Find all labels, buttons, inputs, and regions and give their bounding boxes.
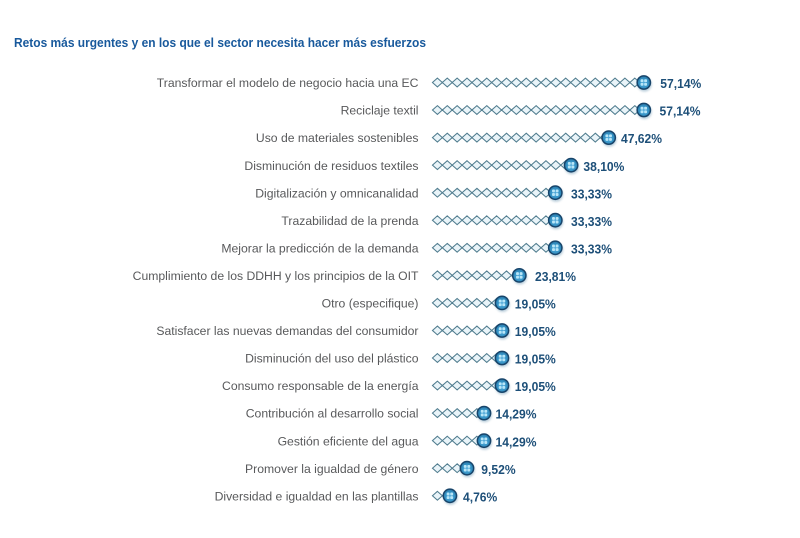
svg-text:57,14%: 57,14% [660,76,701,91]
svg-text:Retos más urgentes y en los qu: Retos más urgentes y en los que el secto… [14,35,426,50]
svg-text:Mejorar la predicción de la de: Mejorar la predicción de la demanda [221,241,418,255]
svg-text:Contribución al desarrollo soc: Contribución al desarrollo social [246,407,419,421]
svg-text:Promover la igualdad de género: Promover la igualdad de género [245,462,419,476]
svg-text:19,05%: 19,05% [515,297,556,312]
svg-text:19,05%: 19,05% [515,352,556,367]
svg-text:38,10%: 38,10% [583,159,624,174]
svg-text:14,29%: 14,29% [496,434,537,449]
svg-text:9,52%: 9,52% [481,462,516,477]
svg-text:33,33%: 33,33% [571,186,612,201]
svg-text:Transformar el modelo de negoc: Transformar el modelo de negocio hacia u… [157,76,419,90]
svg-text:Digitalización y omnicanalidad: Digitalización y omnicanalidad [255,186,418,200]
svg-text:Otro (especifique): Otro (especifique) [322,297,419,311]
svg-text:Consumo responsable de la ener: Consumo responsable de la energía [222,379,419,393]
svg-text:19,05%: 19,05% [515,324,556,339]
svg-text:23,81%: 23,81% [535,269,576,284]
svg-text:14,29%: 14,29% [496,407,537,422]
svg-text:47,62%: 47,62% [621,131,662,146]
svg-text:Disminución del uso del plásti: Disminución del uso del plástico [245,352,419,366]
svg-text:Satisfacer las nuevas demandas: Satisfacer las nuevas demandas del consu… [156,324,418,338]
svg-text:Uso de materiales sostenibles: Uso de materiales sostenibles [256,131,419,145]
svg-text:Diversidad e igualdad en las p: Diversidad e igualdad en las plantillas [215,489,419,503]
svg-text:Disminución de residuos textil: Disminución de residuos textiles [244,159,418,173]
svg-text:Reciclaje textil: Reciclaje textil [341,104,419,118]
svg-text:4,76%: 4,76% [463,489,498,504]
svg-text:57,14%: 57,14% [660,104,701,119]
svg-text:33,33%: 33,33% [571,214,612,229]
svg-text:Gestión eficiente del agua: Gestión eficiente del agua [278,434,419,448]
svg-text:19,05%: 19,05% [515,379,556,394]
svg-text:Cumplimiento de los DDHH y los: Cumplimiento de los DDHH y los principio… [133,269,419,283]
svg-text:33,33%: 33,33% [571,241,612,256]
svg-text:Trazabilidad de la prenda: Trazabilidad de la prenda [281,214,418,228]
